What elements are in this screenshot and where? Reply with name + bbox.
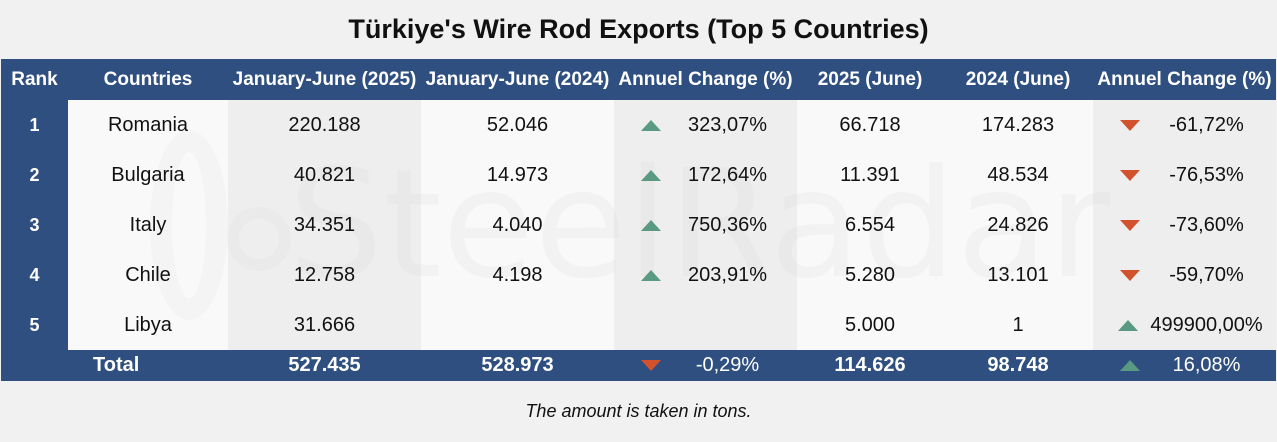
- jun-2024-cell: 24.826: [943, 200, 1093, 250]
- jun-change-cell: -59,70%: [1093, 250, 1276, 300]
- jun-change-cell-value: 499900,00%: [1150, 313, 1263, 336]
- h1-2025-cell: 40.821: [228, 150, 421, 200]
- country-cell: Chile: [68, 250, 228, 300]
- total-h1-2025: 527.435: [228, 350, 421, 381]
- col-header-h1-2025: January-June (2025): [228, 59, 421, 100]
- jun-change-cell: 499900,00%: [1093, 300, 1276, 350]
- col-header-jun-change: Annuel Change (%): [1093, 59, 1276, 100]
- jun-2024-cell: 174.283: [943, 100, 1093, 150]
- jun-2024-cell: 48.534: [943, 150, 1093, 200]
- jun-change-cell-value: -61,72%: [1169, 113, 1244, 136]
- col-header-h1-2024: January-June (2024): [421, 59, 614, 100]
- h1-2024-cell: [421, 300, 614, 350]
- down-arrow-icon: [1108, 164, 1152, 187]
- col-header-rank: Rank: [1, 59, 68, 100]
- jun-2025-cell: 66.718: [797, 100, 943, 150]
- rank-cell: 3: [1, 200, 68, 250]
- total-jun-change-value: 16,08%: [1172, 354, 1241, 376]
- h1-change-cell-value: 172,64%: [688, 163, 767, 186]
- up-arrow-icon: [629, 264, 673, 287]
- h1-change-cell: [614, 300, 797, 350]
- table-title: Türkiye's Wire Rod Exports (Top 5 Countr…: [348, 14, 929, 44]
- jun-change-cell: -61,72%: [1093, 100, 1276, 150]
- header-row: Rank Countries January-June (2025) Janua…: [1, 59, 1276, 100]
- table-row: 4 Chile 12.758 4.198 203,91% 5.280 13.101 -59,7…: [1, 250, 1276, 300]
- jun-change-cell: -76,53%: [1093, 150, 1276, 200]
- up-arrow-icon: [629, 214, 673, 237]
- rank-cell: 4: [1, 250, 68, 300]
- exports-table: Rank Countries January-June (2025) Janua…: [1, 59, 1276, 381]
- up-arrow-icon: [629, 114, 673, 137]
- jun-2024-cell: 13.101: [943, 250, 1093, 300]
- jun-2024-cell: 1: [943, 300, 1093, 350]
- h1-change-cell: 323,07%: [614, 100, 797, 150]
- down-arrow-icon: [1108, 264, 1152, 287]
- table-row: 1 Romania 220.188 52.046 323,07% 66.718 174.28…: [1, 100, 1276, 150]
- rank-cell: 5: [1, 300, 68, 350]
- col-header-countries: Countries: [68, 59, 228, 100]
- col-header-jun-2025: 2025 (June): [797, 59, 943, 100]
- h1-change-cell-value: 203,91%: [688, 263, 767, 286]
- col-header-jun-2024: 2024 (June): [943, 59, 1093, 100]
- total-jun-2025: 114.626: [797, 350, 943, 381]
- h1-2025-cell: 220.188: [228, 100, 421, 150]
- jun-2025-cell: 11.391: [797, 150, 943, 200]
- up-arrow-icon: [1106, 314, 1150, 337]
- h1-2025-cell: 31.666: [228, 300, 421, 350]
- h1-2025-cell: 34.351: [228, 200, 421, 250]
- down-arrow-icon: [1108, 214, 1152, 237]
- h1-2025-cell: 12.758: [228, 250, 421, 300]
- h1-2024-cell: 14.973: [421, 150, 614, 200]
- total-h1-change: -0,29%: [614, 350, 797, 381]
- jun-change-cell-value: -76,53%: [1169, 163, 1244, 186]
- country-cell: Italy: [68, 200, 228, 250]
- table-row: 5 Libya 31.666 5.000 1 499900,00%: [1, 300, 1276, 350]
- total-jun-2024: 98.748: [943, 350, 1093, 381]
- h1-change-cell: 172,64%: [614, 150, 797, 200]
- country-cell: Bulgaria: [68, 150, 228, 200]
- total-row: Total 527.435 528.973 -0,29% 114.626 98.…: [1, 350, 1276, 381]
- col-header-h1-change: Annuel Change (%): [614, 59, 797, 100]
- jun-change-cell-value: -59,70%: [1169, 263, 1244, 286]
- jun-2025-cell: 5.280: [797, 250, 943, 300]
- total-jun-change-arrow-icon: [1108, 354, 1152, 377]
- jun-2025-cell: 6.554: [797, 200, 943, 250]
- jun-2025-cell: 5.000: [797, 300, 943, 350]
- table-row: 2 Bulgaria 40.821 14.973 172,64% 11.391 48.534…: [1, 150, 1276, 200]
- total-jun-change: 16,08%: [1093, 350, 1276, 381]
- h1-2024-cell: 52.046: [421, 100, 614, 150]
- total-h1-2024: 528.973: [421, 350, 614, 381]
- h1-2024-cell: 4.198: [421, 250, 614, 300]
- h1-2024-cell: 4.040: [421, 200, 614, 250]
- h1-change-cell: 203,91%: [614, 250, 797, 300]
- rank-cell: 2: [1, 150, 68, 200]
- total-h1-change-arrow-icon: [629, 354, 673, 377]
- down-arrow-icon: [1108, 114, 1152, 137]
- h1-change-cell: 750,36%: [614, 200, 797, 250]
- country-cell: Romania: [68, 100, 228, 150]
- h1-change-cell-value: 323,07%: [688, 113, 767, 136]
- total-label: Total: [1, 350, 228, 381]
- total-h1-change-value: -0,29%: [695, 354, 760, 376]
- rank-cell: 1: [1, 100, 68, 150]
- jun-change-cell: -73,60%: [1093, 200, 1276, 250]
- up-arrow-icon: [629, 164, 673, 187]
- jun-change-cell-value: -73,60%: [1169, 213, 1244, 236]
- h1-change-cell-value: 750,36%: [688, 213, 767, 236]
- footnote: The amount is taken in tons.: [525, 400, 752, 421]
- country-cell: Libya: [68, 300, 228, 350]
- table-row: 3 Italy 34.351 4.040 750,36% 6.554 24.826 -73,6…: [1, 200, 1276, 250]
